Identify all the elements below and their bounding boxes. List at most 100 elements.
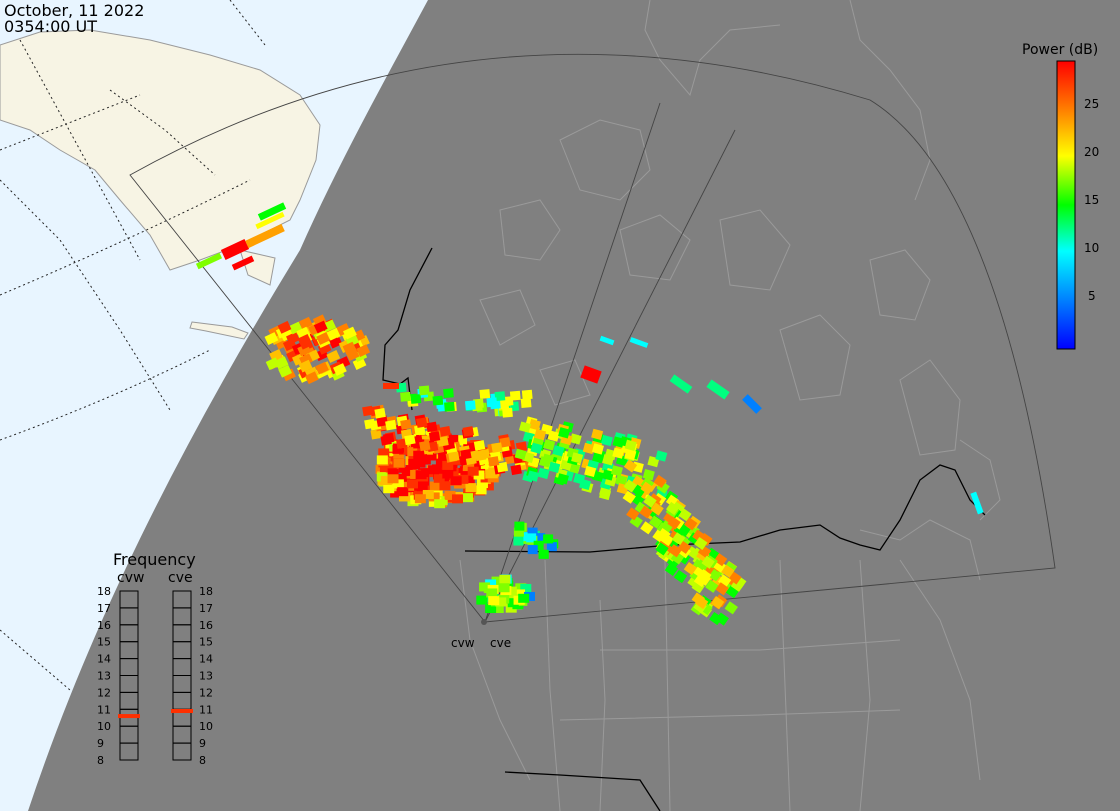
echo-cell <box>615 474 628 486</box>
frequency-tick-right: 11 <box>199 703 213 716</box>
echo-cell <box>364 418 376 430</box>
echo-cell <box>444 490 456 500</box>
echo-cell <box>713 553 728 567</box>
frequency-col-east: cve <box>168 570 193 586</box>
echo-cell <box>220 239 250 260</box>
echo-cell <box>465 483 477 493</box>
echo-cell <box>558 427 571 439</box>
echo-cell <box>396 438 408 449</box>
echo-cell <box>591 428 604 440</box>
echo-cell <box>488 596 500 606</box>
echo-cell <box>487 456 500 467</box>
echo-cell <box>599 488 611 501</box>
echo-cell <box>580 365 602 384</box>
colorbar-tick: 25 <box>1084 97 1099 111</box>
frequency-tick-left: 15 <box>97 636 111 649</box>
echo-cell <box>428 431 441 442</box>
echo-cell <box>527 545 538 555</box>
echo-cell <box>599 335 615 346</box>
echo-cell <box>584 465 597 478</box>
frequency-col-west: cvw <box>117 570 144 586</box>
colorbar-ticks: 25 20 15 10 5 <box>1084 97 1099 303</box>
echo-cell <box>410 394 422 404</box>
echo-cell <box>624 439 637 451</box>
echo-cell <box>660 533 674 547</box>
echo-cell <box>520 583 532 593</box>
echo-cell <box>513 527 524 537</box>
date-label: October, 11 2022 <box>4 1 144 20</box>
frequency-tick-left: 14 <box>97 653 111 666</box>
frequency-tick-left: 17 <box>97 602 111 615</box>
echo-cell <box>486 588 498 598</box>
echo-cell <box>543 439 556 451</box>
radar-site-marker <box>481 619 487 625</box>
echo-cell <box>392 479 404 489</box>
echo-cell <box>742 394 762 414</box>
echo-cell <box>286 331 300 345</box>
echo-cell <box>523 591 535 601</box>
echo-cell <box>432 395 444 406</box>
echo-cell <box>387 468 399 478</box>
echo-cell <box>422 489 434 499</box>
echo-cell <box>269 349 283 362</box>
echo-cell <box>653 474 667 489</box>
echo-cell <box>382 432 395 444</box>
radar-west-label: cvw <box>451 636 475 650</box>
echo-cell <box>419 455 431 465</box>
echo-cell <box>538 549 549 559</box>
echo-cell <box>671 532 686 546</box>
frequency-tick-right: 10 <box>199 720 213 733</box>
echo-cell <box>591 443 604 455</box>
echo-cell <box>485 604 497 614</box>
echo-cell <box>665 501 680 516</box>
echo-cell <box>439 481 451 491</box>
echo-cell <box>582 442 595 455</box>
echo-cell <box>326 350 341 363</box>
echo-cell <box>473 470 485 480</box>
echo-cell <box>623 459 638 473</box>
echo-cell <box>313 320 328 334</box>
radar-east-label: cve <box>490 636 511 650</box>
echo-cell <box>453 447 465 457</box>
colorbar <box>1056 60 1076 350</box>
echo-cell <box>408 458 420 468</box>
frequency-tick-right: 16 <box>199 619 213 632</box>
echo-cell <box>447 434 459 444</box>
echo-cell <box>476 479 488 489</box>
echo-cell <box>683 562 698 576</box>
echo-cell <box>530 442 543 454</box>
echo-cell <box>528 419 541 431</box>
echo-cell <box>392 444 404 454</box>
echo-cell <box>448 451 460 462</box>
echo-cell <box>659 520 673 535</box>
colorbar-tick: 20 <box>1084 145 1099 159</box>
echo-cell <box>345 348 360 361</box>
night-region <box>28 0 1120 811</box>
echo-cell <box>569 433 582 445</box>
echo-cell <box>709 612 723 626</box>
echo-cell <box>461 493 473 503</box>
echo-cell <box>277 320 292 334</box>
echo-cell <box>264 332 279 345</box>
echo-cell <box>518 593 530 603</box>
echo-cell <box>457 474 469 484</box>
echo-cell <box>571 452 584 464</box>
echo-cell <box>385 419 397 431</box>
colorbar-title: Power (dB) <box>1022 42 1098 58</box>
echo-cell <box>668 544 682 558</box>
echo-cell <box>507 598 519 608</box>
echo-cell <box>602 454 615 466</box>
echo-cell <box>444 401 455 412</box>
echo-cell <box>639 505 653 519</box>
echo-cell <box>514 521 525 531</box>
echo-cell <box>535 533 546 543</box>
echo-cell <box>399 445 411 455</box>
echo-cell <box>498 583 510 593</box>
echo-cell <box>475 485 487 495</box>
echo-cell <box>514 448 527 460</box>
echo-cell <box>543 534 554 544</box>
echo-cell <box>376 416 388 427</box>
echo-cell <box>970 491 984 515</box>
echo-cell <box>439 426 451 437</box>
echo-cell <box>440 455 452 465</box>
